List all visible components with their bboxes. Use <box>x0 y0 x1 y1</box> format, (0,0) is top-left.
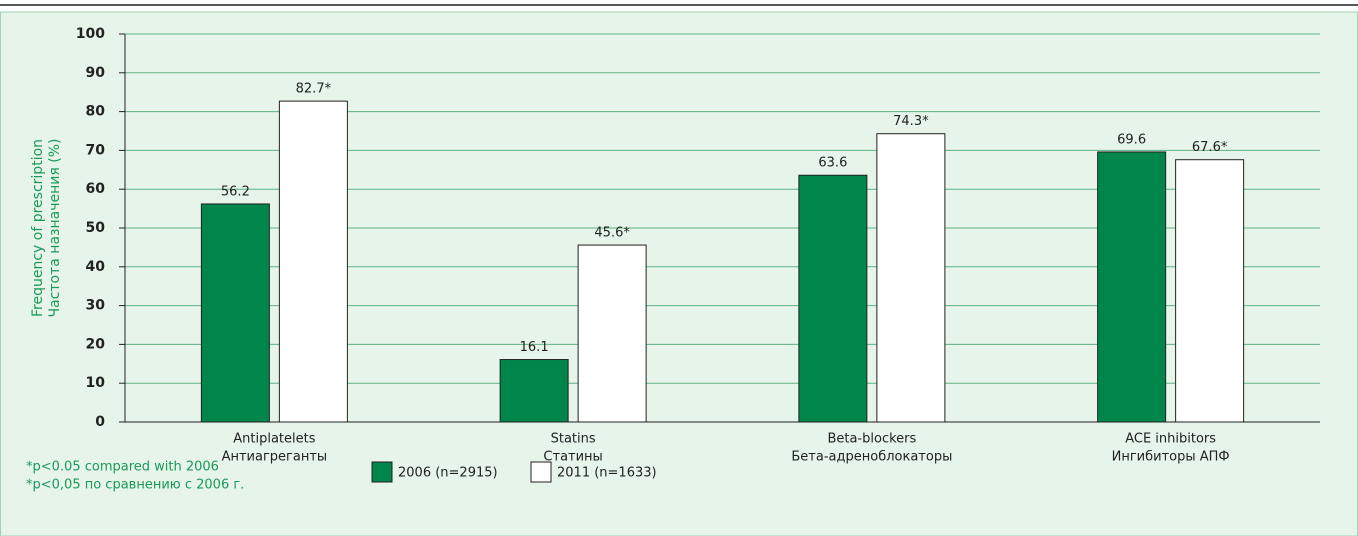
value-label: 67.6* <box>1192 140 1228 155</box>
value-label: 16.1 <box>520 340 549 355</box>
y-axis-label: Frequency of prescription <box>30 139 46 317</box>
y-tick-label: 60 <box>86 181 106 197</box>
y-tick-label: 70 <box>86 142 106 158</box>
legend-label: 2011 (n=1633) <box>557 466 657 481</box>
legend-swatch <box>371 461 393 483</box>
bar <box>876 133 946 423</box>
y-tick-label: 10 <box>86 375 106 391</box>
value-label: 56.2 <box>221 184 250 199</box>
bar <box>200 203 270 423</box>
y-tick-label: 0 <box>95 414 105 430</box>
y-axis-label: Частота назначения (%) <box>47 139 63 318</box>
bar <box>1097 151 1167 423</box>
y-tick-label: 30 <box>86 298 106 314</box>
legend-label: 2006 (n=2915) <box>398 466 498 481</box>
y-tick-label: 90 <box>86 65 106 81</box>
x-tick-label: Ингибиторы АПФ <box>1112 450 1230 465</box>
x-tick-label: Антиагреганты <box>222 450 328 465</box>
y-tick-label: 20 <box>86 336 106 352</box>
footnote: *p<0,05 по сравнению с 2006 г. <box>26 478 244 493</box>
x-tick-label: Antiplatelets <box>233 432 315 447</box>
y-tick-label: 80 <box>86 104 106 120</box>
bar <box>577 244 647 423</box>
x-tick-label: Beta-blockers <box>827 432 916 447</box>
value-label: 63.6 <box>818 156 847 171</box>
y-tick-label: 50 <box>86 220 106 236</box>
bar <box>1175 159 1245 423</box>
value-label: 82.7* <box>296 82 332 97</box>
y-tick-label: 40 <box>86 259 106 275</box>
x-tick-label: Statins <box>551 432 596 447</box>
x-tick-label: ACE inhibitors <box>1125 432 1216 447</box>
bar <box>499 359 569 423</box>
y-tick-label: 100 <box>76 26 105 42</box>
bar <box>278 100 348 423</box>
legend-swatch <box>530 461 552 483</box>
footnote: *p<0.05 compared with 2006 <box>26 460 219 475</box>
x-tick-label: Бета-адреноблокаторы <box>791 450 952 465</box>
value-label: 69.6 <box>1117 132 1146 147</box>
x-tick-label: Статины <box>543 450 602 465</box>
value-label: 74.3* <box>893 114 929 129</box>
value-label: 45.6* <box>594 226 630 241</box>
bar <box>798 174 868 423</box>
